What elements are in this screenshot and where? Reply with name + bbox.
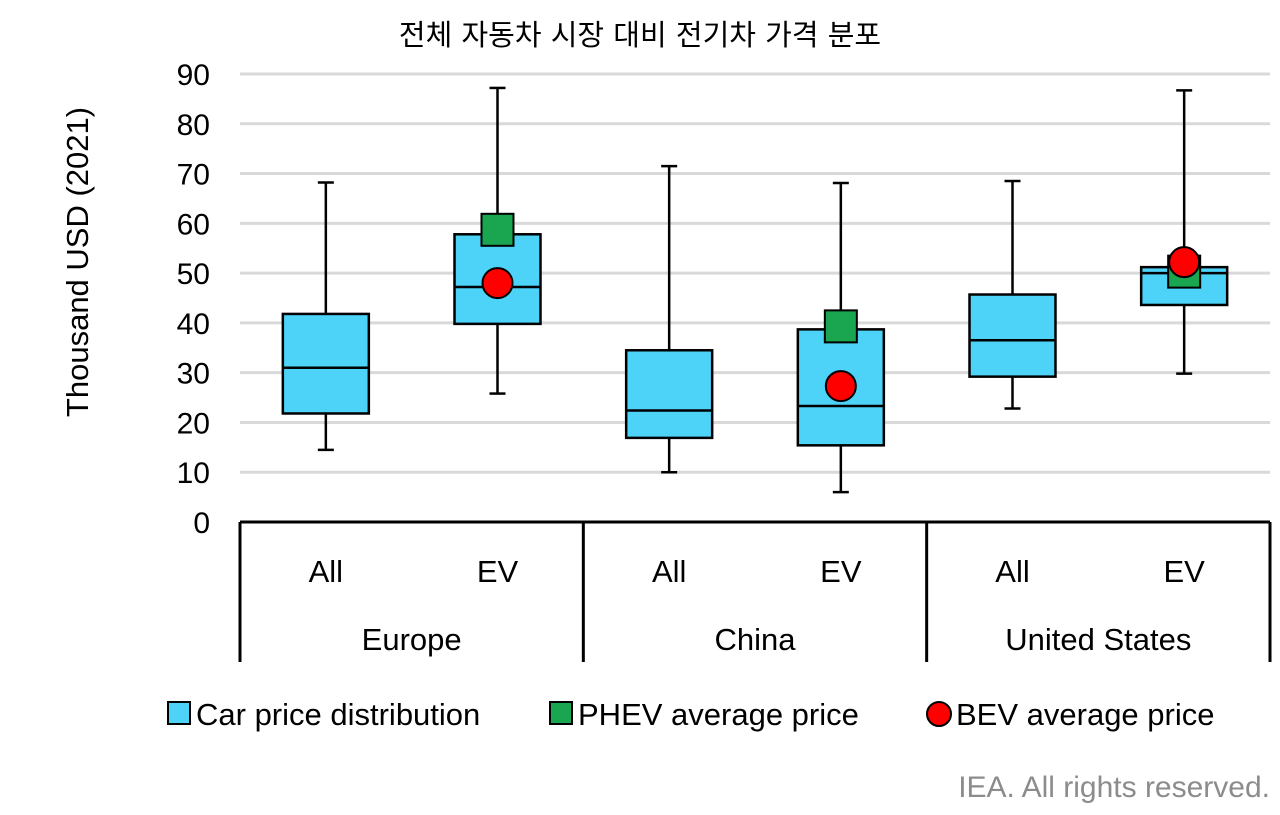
box-europe-all xyxy=(281,181,371,452)
legend-label-phev: PHEV average price xyxy=(578,697,859,732)
x-group-label: United States xyxy=(1005,622,1191,657)
y-tick-label: 0 xyxy=(193,507,210,540)
gridlines xyxy=(240,72,1270,474)
x-axis: All EV All EV All EV Europe China United States xyxy=(238,520,1272,662)
y-tick-label: 80 xyxy=(177,109,210,142)
legend-swatch-bev xyxy=(926,701,952,727)
x-category-label: EV xyxy=(1163,554,1205,589)
y-tick-label: 90 xyxy=(177,59,210,92)
box-china-all xyxy=(624,164,714,474)
bev-average-marker xyxy=(824,370,857,403)
y-tick-label: 40 xyxy=(177,308,210,341)
y-axis-ticks: 0 10 20 30 40 50 60 70 80 90 xyxy=(177,59,210,540)
phev-average-marker xyxy=(823,309,858,344)
box-united-states-all xyxy=(968,179,1057,410)
box-united-states-ev xyxy=(1139,89,1229,375)
x-category-label: All xyxy=(995,554,1029,589)
y-tick-label: 10 xyxy=(177,457,210,490)
x-group-label: Europe xyxy=(362,622,462,657)
legend: Car price distribution PHEV average price… xyxy=(167,697,1214,732)
legend-swatch-phev xyxy=(549,701,573,725)
x-category-label: All xyxy=(652,554,686,589)
iqr-box xyxy=(968,293,1057,378)
iqr-box xyxy=(624,349,714,440)
credit-text: IEA. All rights reserved. xyxy=(958,771,1270,804)
bev-average-marker xyxy=(1168,246,1201,279)
legend-label-distribution: Car price distribution xyxy=(196,697,480,732)
y-tick-label: 20 xyxy=(177,407,210,440)
phev-average-marker xyxy=(480,212,515,247)
y-tick-label: 50 xyxy=(177,258,210,291)
x-group-label: China xyxy=(715,622,797,657)
bev-average-marker xyxy=(481,267,514,300)
x-category-label: All xyxy=(309,554,343,589)
x-category-label: EV xyxy=(820,554,862,589)
box-series xyxy=(281,86,1229,494)
average-markers xyxy=(480,212,1202,403)
y-axis-label: Thousand USD (2021) xyxy=(60,107,95,417)
chart-title: 전체 자동차 시장 대비 전기차 가격 분포 xyxy=(398,18,882,52)
legend-label-bev: BEV average price xyxy=(956,697,1214,732)
x-category-label: EV xyxy=(477,554,519,589)
y-tick-label: 70 xyxy=(177,159,210,192)
iqr-box xyxy=(281,312,371,415)
y-tick-label: 30 xyxy=(177,358,210,391)
legend-swatch-distribution xyxy=(167,701,191,725)
y-tick-label: 60 xyxy=(177,208,210,241)
